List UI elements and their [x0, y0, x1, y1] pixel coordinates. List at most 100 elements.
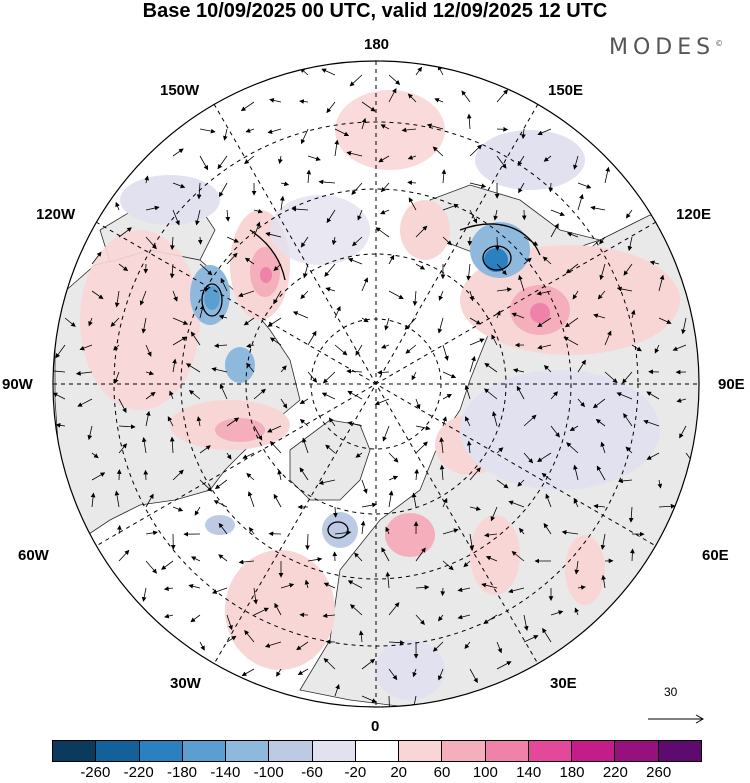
wind-vector-arrow-icon — [163, 586, 174, 592]
wind-vector-arrow-icon — [432, 641, 444, 652]
wind-vector-arrow-icon — [496, 641, 503, 654]
wind-vector-field — [53, 65, 696, 707]
wind-vector-arrow-icon — [411, 371, 417, 381]
wind-vector-arrow-icon — [280, 181, 290, 187]
wind-vector-arrow-icon — [361, 479, 368, 494]
wind-vector-arrow-icon — [299, 418, 309, 427]
wind-vector-arrow-icon — [306, 169, 312, 184]
wind-vector-arrow-icon — [331, 236, 337, 246]
wind-vector-arrow-icon — [481, 582, 498, 589]
wind-vector-arrow-icon — [415, 441, 428, 454]
wind-vector-arrow-icon — [536, 290, 552, 296]
wind-vector-arrow-icon — [415, 66, 423, 76]
wind-vector-arrow-icon — [388, 475, 399, 481]
lon-label-30w: 30W — [170, 675, 201, 692]
wind-vector-arrow-icon — [318, 479, 336, 485]
wind-vector-arrow-icon — [243, 317, 255, 326]
wind-vector-arrow-icon — [318, 179, 336, 185]
wind-vector-arrow-icon — [322, 613, 336, 619]
wind-vector-arrow-icon — [145, 560, 158, 574]
wind-vector-arrow-icon — [245, 128, 255, 133]
wind-vector-arrow-icon — [226, 452, 232, 460]
wind-vector-arrow-icon — [199, 641, 205, 651]
modes-logo: MODES© — [609, 35, 723, 60]
wind-vector-arrow-icon — [604, 330, 612, 346]
wind-vector-arrow-icon — [273, 290, 282, 305]
wind-vector-arrow-icon — [407, 155, 417, 160]
wind-vector-arrow-icon — [388, 695, 390, 707]
colorbar-segment — [484, 741, 528, 761]
wind-vector-arrow-icon — [380, 209, 390, 215]
wind-vector-arrow-icon — [463, 560, 471, 568]
wind-vector-arrow-icon — [307, 330, 317, 346]
wind-vector-arrow-icon — [361, 101, 376, 112]
wind-vector-arrow-icon — [77, 398, 93, 407]
wind-vector-arrow-icon — [246, 362, 255, 373]
wind-vector-arrow-icon — [496, 447, 504, 454]
wind-vector-arrow-icon — [199, 479, 213, 492]
wind-vector-arrow-icon — [432, 146, 444, 157]
wind-vector-arrow-icon — [643, 419, 660, 427]
colorbar-segment — [225, 741, 269, 761]
wind-vector-arrow-icon — [442, 528, 459, 535]
wind-vector-arrow-icon — [543, 155, 552, 162]
wind-vector-arrow-icon — [143, 469, 149, 481]
wind-vector-arrow-icon — [172, 317, 189, 325]
wind-vector-arrow-icon — [253, 208, 263, 214]
wind-vector-arrow-icon — [426, 123, 444, 130]
colorbar-tick-label: -220 — [123, 764, 154, 781]
wind-vector-arrow-icon — [439, 437, 445, 454]
wind-vector-arrow-icon — [469, 467, 481, 481]
wind-vector-arrow-icon — [276, 668, 282, 677]
wind-vector-arrow-icon — [414, 468, 420, 481]
wind-vector-arrow-icon — [566, 232, 579, 238]
wind-vector-arrow-icon — [305, 533, 310, 551]
wind-vector-arrow-icon — [388, 74, 401, 85]
wind-vector-arrow-icon — [172, 506, 184, 512]
wind-vector-arrow-icon — [118, 263, 129, 272]
wind-vector-arrow-icon — [265, 231, 282, 238]
wind-vector-arrow-icon — [404, 317, 417, 330]
wind-vector-arrow-icon — [190, 331, 201, 346]
lon-label-180: 180 — [364, 36, 390, 53]
wind-vector-arrow-icon — [280, 583, 295, 589]
wind-vector-arrow-icon — [593, 503, 606, 509]
wind-vector-arrow-icon — [679, 425, 687, 439]
wind-vector-arrow-icon — [75, 370, 93, 376]
wind-vector-arrow-icon — [279, 195, 285, 211]
colorbar-tick-label: 60 — [433, 764, 451, 781]
wind-vector-arrow-icon — [469, 668, 478, 684]
wind-vector-arrow-icon — [616, 286, 633, 292]
wind-vector-arrow-icon — [564, 317, 579, 328]
colorbar-tick-label: 220 — [602, 764, 628, 781]
wind-vector-arrow-icon — [464, 384, 471, 400]
wind-vector-arrow-icon — [145, 236, 157, 250]
wind-vector-arrow-icon — [573, 155, 579, 170]
wind-vector-arrow-icon — [302, 263, 309, 279]
wind-vector-arrow-icon — [654, 344, 660, 354]
wind-vector-arrow-icon — [196, 416, 202, 427]
wind-vector-arrow-icon — [325, 287, 336, 292]
wind-vector-arrow-icon — [469, 355, 476, 373]
wind-vector-arrow-icon — [199, 128, 216, 134]
graticule — [53, 61, 699, 707]
wind-vector-arrow-icon — [466, 440, 472, 454]
wind-vector-arrow-icon — [537, 452, 552, 463]
wind-vector-arrow-icon — [269, 337, 282, 346]
wind-vector-arrow-icon — [91, 452, 99, 459]
wind-vector-arrow-icon — [118, 227, 132, 238]
reference-vector-arrow-icon — [648, 714, 705, 724]
wind-vector-arrow-icon — [277, 155, 283, 165]
wind-vector-arrow-icon — [248, 526, 255, 535]
wind-vector-arrow-icon — [361, 277, 369, 292]
wind-vector-arrow-icon — [380, 182, 390, 193]
wind-vector-arrow-icon — [483, 388, 498, 400]
colorbar-tick-label: 20 — [390, 764, 407, 781]
wind-vector-arrow-icon — [334, 305, 341, 319]
wind-vector-arrow-icon — [226, 635, 237, 643]
wind-vector-arrow-icon — [199, 263, 213, 276]
wind-vector-arrow-icon — [357, 209, 363, 221]
wind-vector-arrow-icon — [280, 398, 288, 409]
wind-vector-arrow-icon — [300, 128, 309, 145]
wind-vector-arrow-icon — [347, 257, 363, 265]
